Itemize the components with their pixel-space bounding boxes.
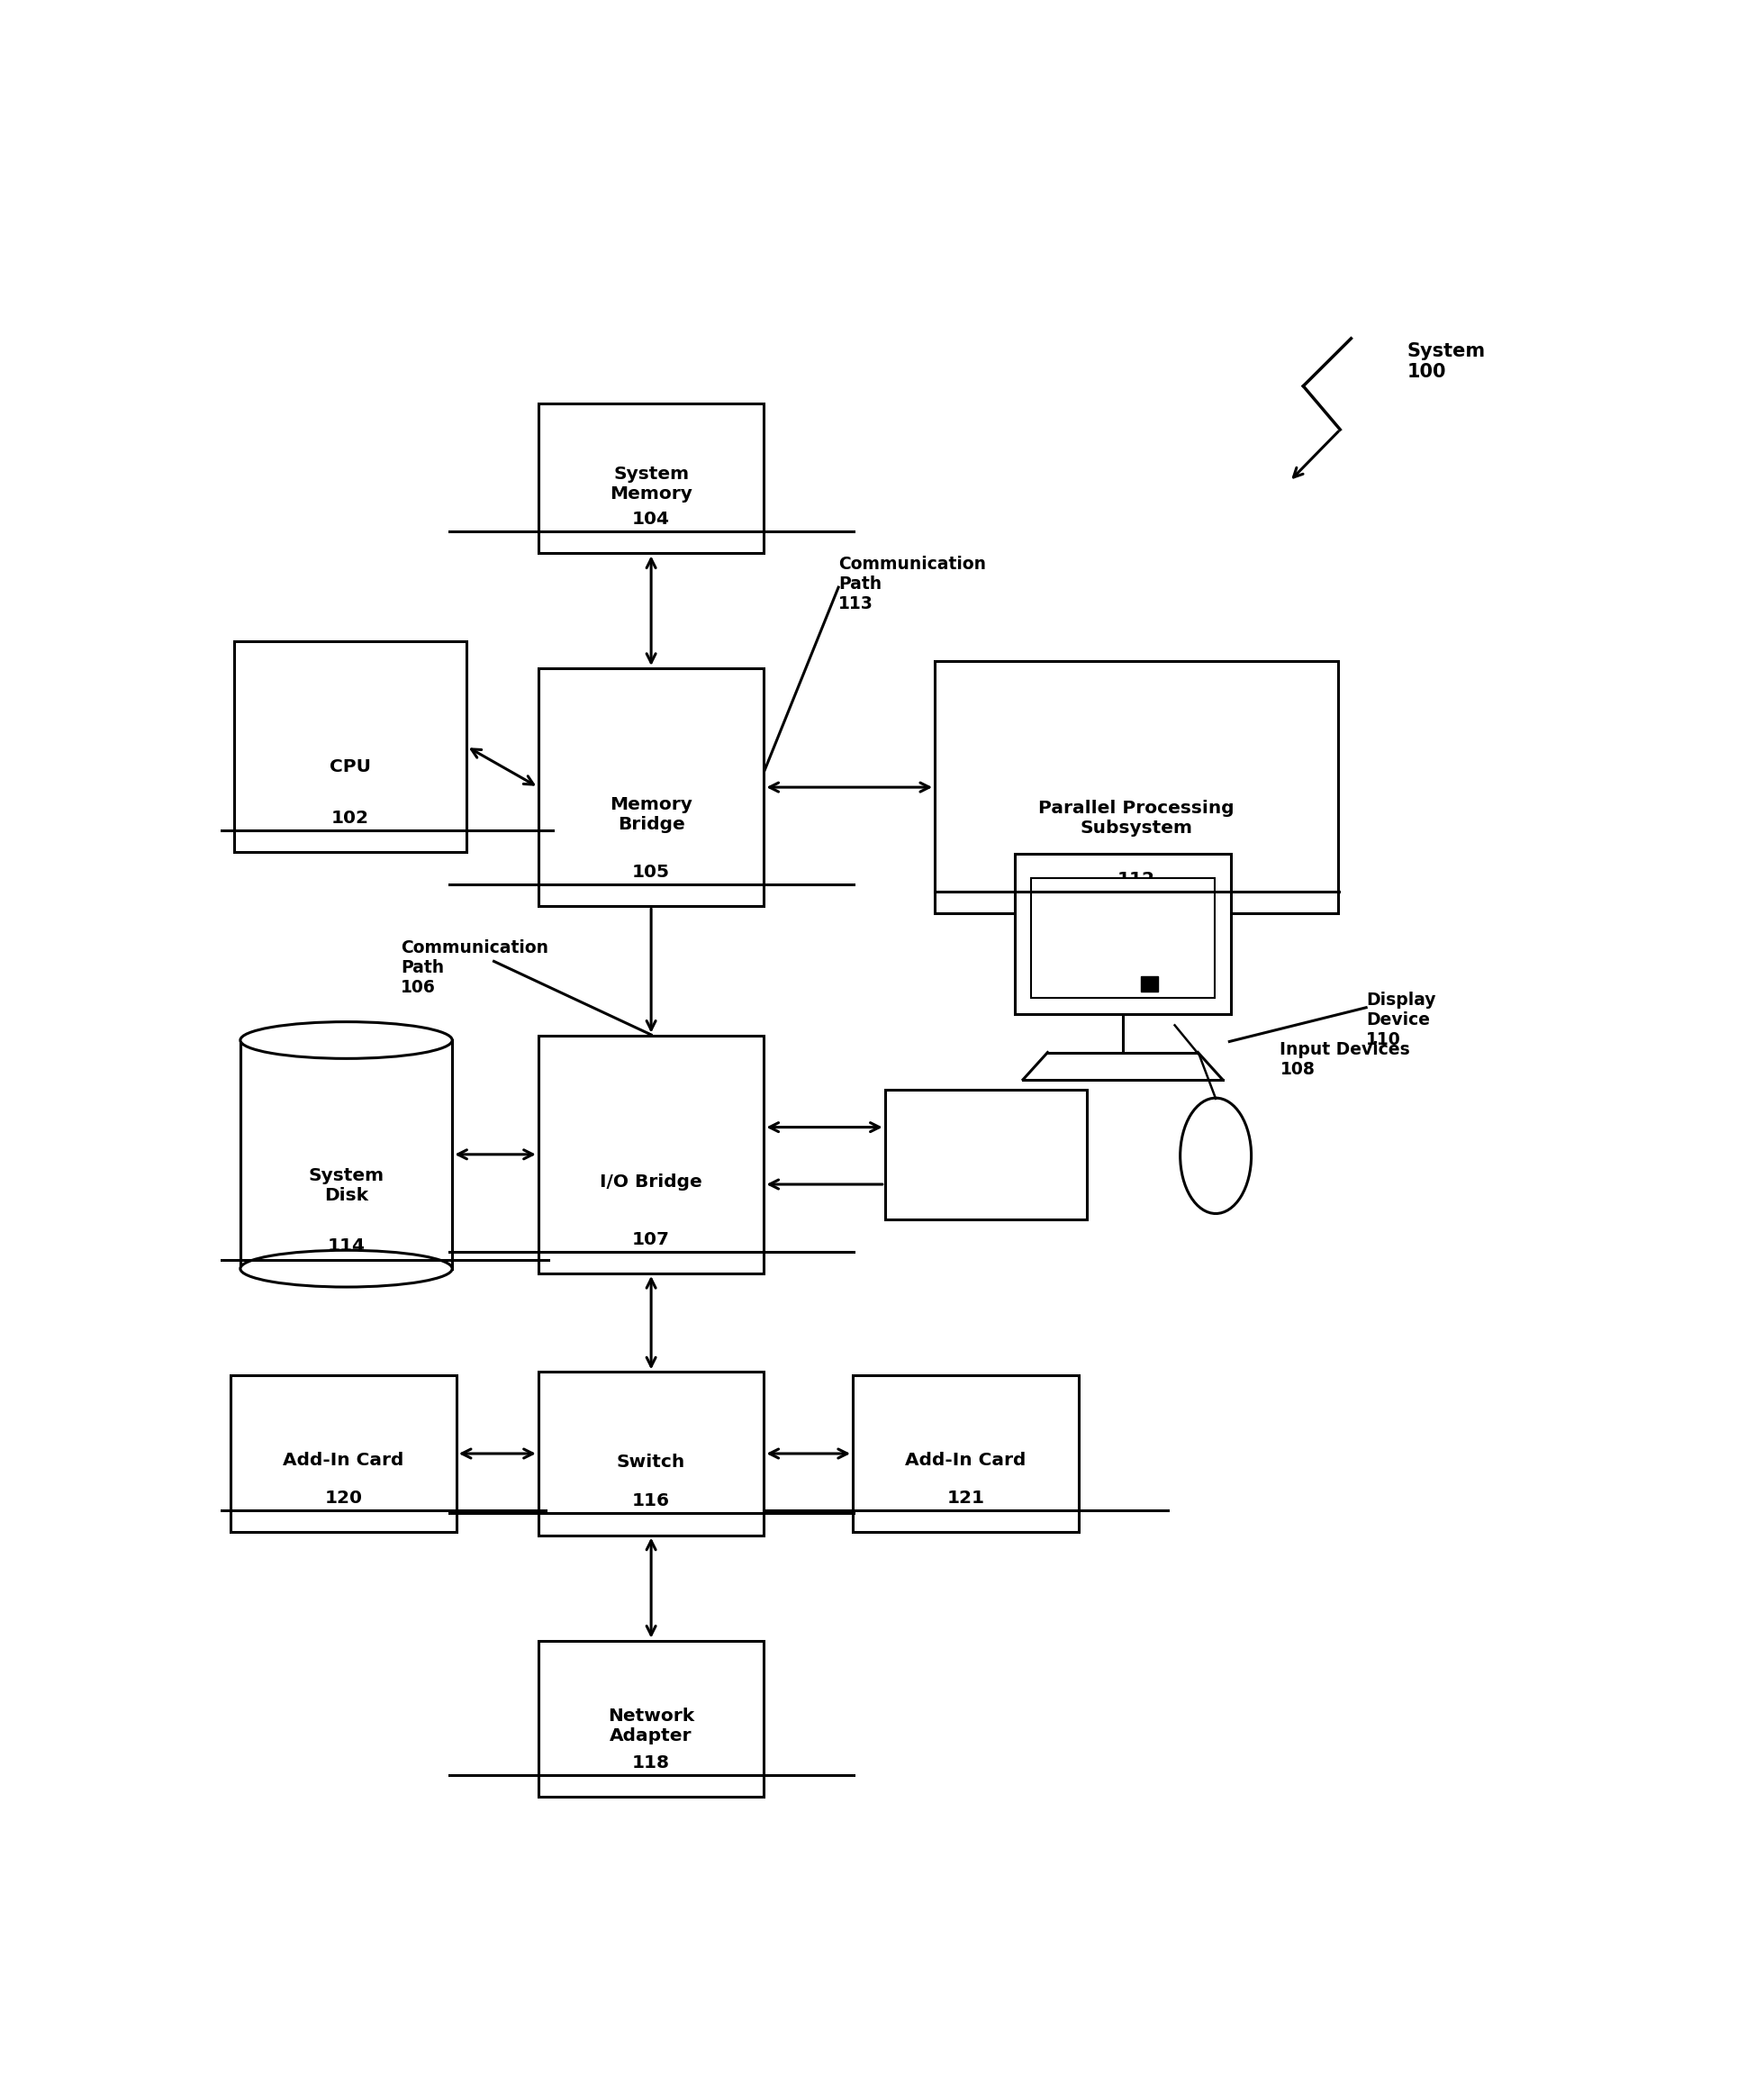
Text: 118: 118	[632, 1755, 670, 1771]
Text: Network
Adapter: Network Adapter	[609, 1707, 695, 1744]
FancyBboxPatch shape	[538, 404, 764, 554]
Text: 120: 120	[325, 1490, 362, 1507]
Text: Add-In Card: Add-In Card	[282, 1453, 404, 1469]
Text: Display
Device
110: Display Device 110	[1365, 992, 1436, 1048]
FancyBboxPatch shape	[1141, 975, 1159, 992]
Text: 102: 102	[332, 809, 369, 827]
FancyBboxPatch shape	[231, 1375, 457, 1532]
Text: 121: 121	[947, 1490, 984, 1507]
Text: I/O Bridge: I/O Bridge	[600, 1173, 702, 1190]
Text: Communication
Path
106: Communication Path 106	[400, 940, 549, 996]
Text: Switch: Switch	[617, 1455, 686, 1471]
Text: Memory
Bridge: Memory Bridge	[610, 796, 693, 834]
Text: System
Disk: System Disk	[309, 1167, 385, 1205]
FancyBboxPatch shape	[538, 1640, 764, 1796]
FancyBboxPatch shape	[886, 1090, 1087, 1219]
Ellipse shape	[1180, 1098, 1251, 1213]
FancyBboxPatch shape	[935, 661, 1339, 913]
Text: System
100: System 100	[1408, 342, 1485, 381]
FancyBboxPatch shape	[852, 1375, 1078, 1532]
Text: 114: 114	[328, 1238, 365, 1255]
Text: Input Devices
108: Input Devices 108	[1281, 1040, 1411, 1077]
Text: Parallel Processing
Subsystem: Parallel Processing Subsystem	[1039, 800, 1235, 836]
Text: Communication
Path
113: Communication Path 113	[838, 556, 986, 613]
Ellipse shape	[240, 1250, 452, 1288]
Text: Add-In Card: Add-In Card	[905, 1453, 1027, 1469]
FancyBboxPatch shape	[538, 1036, 764, 1273]
Text: 107: 107	[632, 1232, 670, 1248]
Text: 104: 104	[632, 511, 670, 527]
Text: 112: 112	[1118, 871, 1155, 888]
Text: 116: 116	[632, 1492, 670, 1509]
FancyBboxPatch shape	[1032, 877, 1214, 998]
FancyBboxPatch shape	[1014, 854, 1231, 1015]
Bar	[240, 1040, 452, 1269]
FancyBboxPatch shape	[538, 669, 764, 907]
Ellipse shape	[240, 1021, 452, 1059]
Text: System
Memory: System Memory	[610, 465, 693, 502]
Text: 105: 105	[632, 863, 670, 882]
FancyBboxPatch shape	[538, 1371, 764, 1536]
Text: CPU: CPU	[330, 759, 370, 775]
FancyBboxPatch shape	[235, 642, 467, 852]
